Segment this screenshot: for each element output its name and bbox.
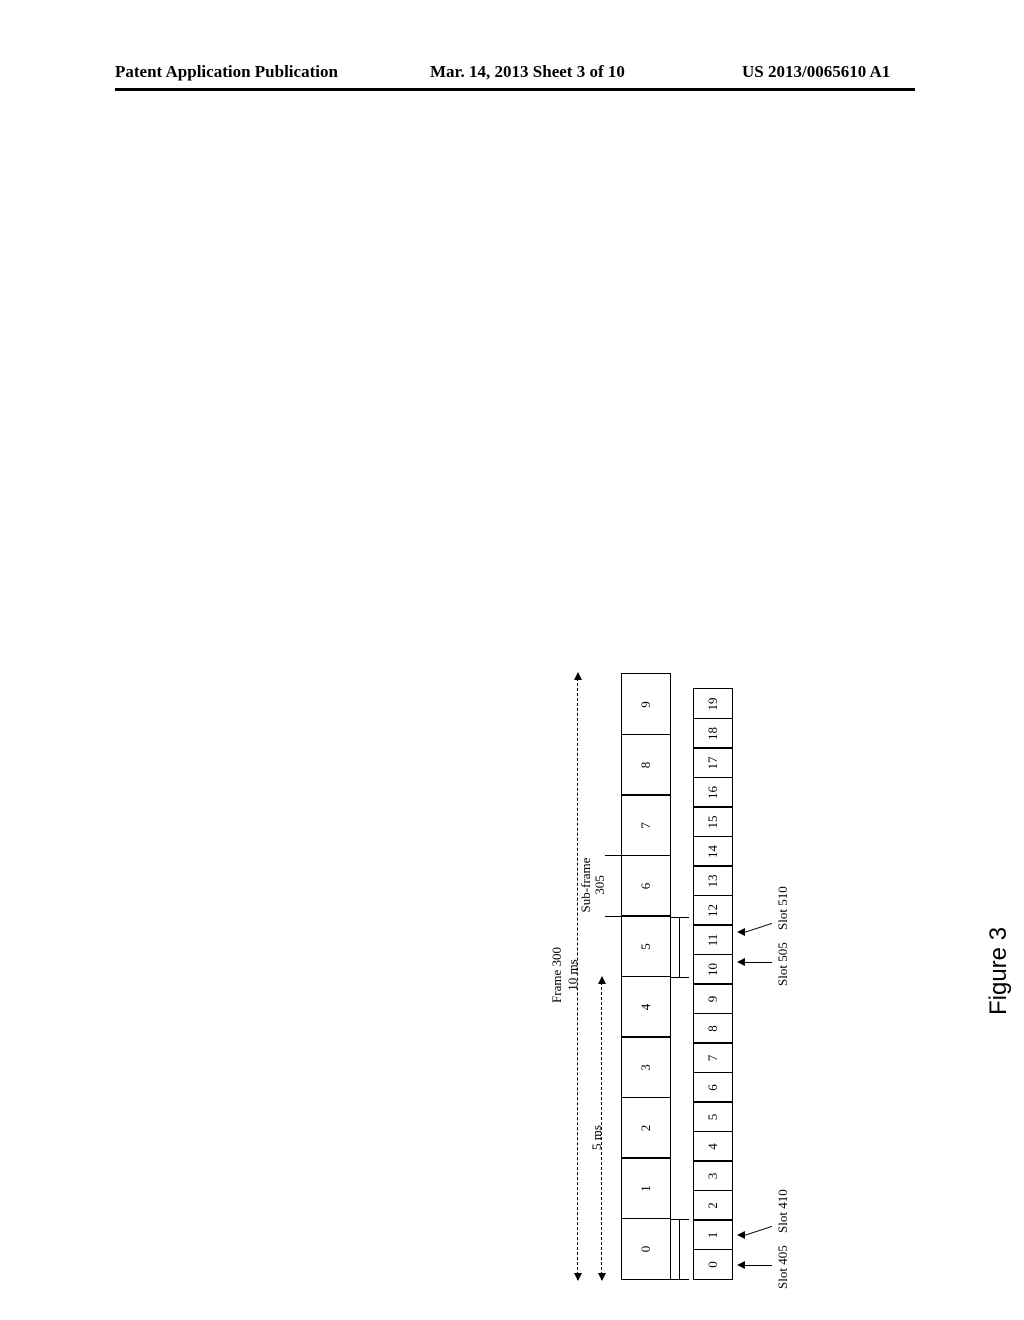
- slot-cell: 4: [693, 1131, 733, 1162]
- slot-label-505: Slot 505: [775, 942, 791, 986]
- slot-cell: 5: [693, 1102, 733, 1133]
- figure-caption: Figure 3: [985, 927, 1013, 1015]
- slot-cell: 10: [693, 954, 733, 985]
- slot-cell: 19: [693, 689, 733, 720]
- slot-cell: 0: [693, 1249, 733, 1280]
- slot-cell: 13: [693, 866, 733, 897]
- slot-cell: 15: [693, 807, 733, 838]
- subframe-cell: 9: [621, 674, 671, 736]
- header-left: Patent Application Publication: [115, 62, 338, 82]
- subframe-label: Sub-frame 305: [579, 855, 608, 915]
- lead-410: [744, 1226, 772, 1236]
- subframe-cell: 7: [621, 795, 671, 857]
- slot-cell: 14: [693, 836, 733, 867]
- slot-cell: 6: [693, 1072, 733, 1103]
- half-label: 5 ms: [589, 1125, 605, 1150]
- header-rule: [115, 88, 915, 91]
- slot-cell: 17: [693, 748, 733, 779]
- lead-505: [744, 962, 772, 963]
- slot-cell: 16: [693, 777, 733, 808]
- slot-cell: 12: [693, 895, 733, 926]
- subframe-cell: 2: [621, 1097, 671, 1159]
- slot-cell: 3: [693, 1161, 733, 1192]
- frame-label-line1: Frame 300: [549, 935, 565, 1015]
- slot-cell: 2: [693, 1190, 733, 1221]
- subframe-label-line1: Sub-frame: [579, 855, 593, 915]
- subframe-label-line2: 305: [593, 855, 607, 915]
- slot-label-405: Slot 405: [775, 1245, 791, 1289]
- slot-row: 012345678910111213141516171819: [693, 689, 733, 1281]
- frame-diagram: Frame 300 10 ms 5 ms Sub-frame 305 01234…: [545, 635, 1024, 1315]
- subframe-cell: 0: [621, 1218, 671, 1280]
- header-right: US 2013/0065610 A1: [742, 62, 890, 82]
- lead-405: [744, 1265, 772, 1266]
- subframe-cell: 8: [621, 734, 671, 796]
- slot-cell: 8: [693, 1013, 733, 1044]
- frame-label: Frame 300 10 ms: [549, 935, 581, 1015]
- frame-label-line2: 10 ms: [565, 935, 581, 1015]
- header-center: Mar. 14, 2013 Sheet 3 of 10: [430, 62, 625, 82]
- slot-label-510: Slot 510: [775, 886, 791, 930]
- lead-510: [744, 923, 772, 933]
- slot-label-410: Slot 410: [775, 1189, 791, 1233]
- subframe-row: 0123456789: [621, 674, 671, 1281]
- slot-cell: 1: [693, 1220, 733, 1251]
- subframe-cell: 5: [621, 916, 671, 978]
- page: Patent Application Publication Mar. 14, …: [0, 0, 1024, 1320]
- slot-cell: 9: [693, 984, 733, 1015]
- subframe-cell: 1: [621, 1158, 671, 1220]
- slot-cell: 7: [693, 1043, 733, 1074]
- subframe-bracket-left: [605, 916, 621, 917]
- slot-cell: 11: [693, 925, 733, 956]
- slot-cell: 18: [693, 718, 733, 749]
- subframe-cell: 3: [621, 1037, 671, 1099]
- subframe-cell: 4: [621, 976, 671, 1038]
- subframe-cell: 6: [621, 855, 671, 917]
